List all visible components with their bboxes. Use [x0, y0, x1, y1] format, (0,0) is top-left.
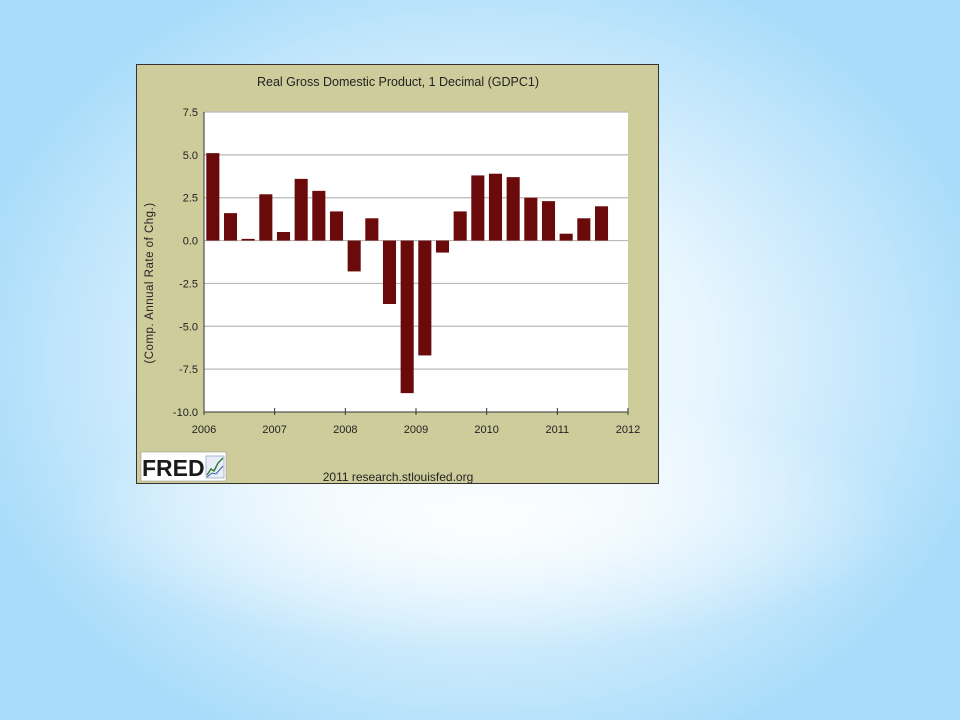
y-tick-label: 0.0 [183, 236, 198, 248]
bar-2011-q2 [577, 218, 591, 241]
y-tick-label: -7.5 [179, 364, 198, 376]
y-axis-label: (Comp. Annual Rate of Chg.) [144, 202, 156, 363]
y-tick-label: -5.0 [179, 321, 198, 333]
plot-area: 7.5 5.0 2.5 0.0 -2.5 -5.0 -7.5 -10.0 2006 2007 200… [173, 107, 640, 436]
chart-panel: Real Gross Domestic Product, 1 Decimal (… [136, 64, 659, 484]
x-tick-label: 2007 [262, 424, 286, 436]
gdp-chart: Real Gross Domestic Product, 1 Decimal (… [140, 75, 640, 484]
y-tick-label: 5.0 [183, 150, 198, 162]
source-credit: 2011 research.stlouisfed.org [323, 470, 474, 484]
bar-2006-q4 [259, 194, 273, 241]
plot-background [204, 112, 628, 412]
y-tick-label: -2.5 [179, 278, 198, 290]
y-tick-label: -10.0 [173, 407, 198, 419]
fred-graph-icon [205, 455, 225, 479]
bar-2006-q1 [206, 153, 220, 241]
bar-2009-q1 [418, 240, 432, 356]
bar-2011-q3 [594, 206, 609, 241]
bar-2007-q1 [276, 232, 291, 241]
fred-logo-text: FRED [142, 455, 205, 481]
bar-2006-q3 [241, 238, 255, 241]
bar-2007-q2 [294, 178, 308, 241]
x-tick-label: 2011 [546, 424, 570, 436]
bar-2010-q2 [506, 177, 520, 241]
bar-2009-q3 [453, 211, 467, 241]
bar-2011-q1 [559, 233, 573, 241]
x-tick-label: 2006 [192, 424, 216, 436]
x-tick-label: 2010 [474, 424, 498, 436]
chart-title: Real Gross Domestic Product, 1 Decimal (… [257, 75, 539, 89]
bar-2009-q4 [471, 175, 485, 241]
bar-2007-q4 [329, 211, 344, 241]
bar-2010-q3 [524, 197, 538, 241]
bar-2008-q3 [382, 240, 397, 304]
bar-2008-q2 [365, 218, 379, 241]
bar-2010-q4 [541, 201, 556, 241]
y-tick-label: 2.5 [183, 193, 198, 205]
y-tick-label: 7.5 [183, 107, 198, 119]
bar-2010-q1 [488, 173, 503, 241]
x-tick-label: 2008 [333, 424, 357, 436]
bar-2008-q1 [347, 240, 361, 272]
bar-2009-q2 [435, 240, 450, 253]
bar-2007-q3 [312, 190, 326, 241]
fred-logo: FRED [140, 451, 227, 482]
bar-2008-q4 [400, 240, 414, 394]
x-tick-label: 2012 [616, 424, 640, 436]
bar-2006-q2 [223, 213, 238, 241]
x-tick-label: 2009 [404, 424, 428, 436]
